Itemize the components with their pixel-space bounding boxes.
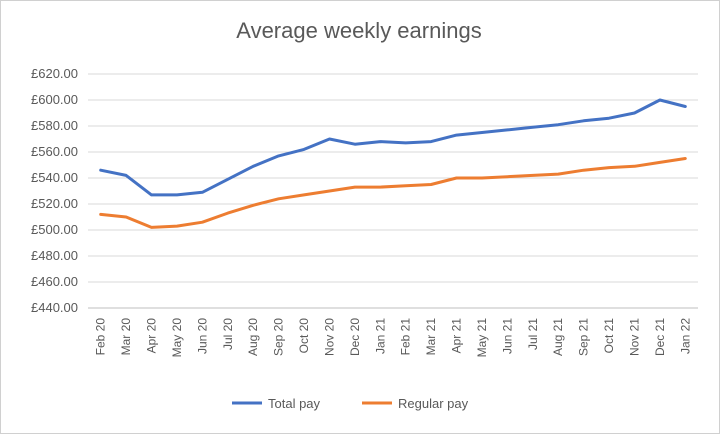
x-tick-label: Jul 20 bbox=[221, 318, 235, 350]
x-tick-label: Apr 20 bbox=[145, 318, 159, 354]
x-tick-label: Apr 21 bbox=[450, 318, 464, 354]
series-line-regular-pay bbox=[99, 157, 687, 229]
x-tick-label: Dec 20 bbox=[348, 318, 362, 356]
x-tick-label: Sep 20 bbox=[272, 318, 286, 356]
x-tick-label: Mar 20 bbox=[119, 318, 133, 356]
x-axis: Feb 20 Mar 20 Apr 20 May 20 Jun 20 Jul 20 Aug … bbox=[88, 307, 698, 358]
y-tick-label: £540.00 bbox=[31, 170, 78, 185]
gridlines bbox=[88, 73, 698, 309]
y-tick-label: £500.00 bbox=[31, 222, 78, 237]
legend: Total pay Regular pay bbox=[232, 396, 469, 411]
x-tick-label: May 21 bbox=[475, 318, 489, 358]
x-tick-label: Feb 21 bbox=[399, 318, 413, 356]
x-tick-label: Dec 21 bbox=[653, 318, 667, 356]
x-tick-label: Sep 21 bbox=[577, 318, 591, 356]
x-tick-label: Nov 20 bbox=[322, 318, 336, 356]
series-lines bbox=[99, 98, 687, 229]
y-tick-label: £620.00 bbox=[31, 66, 78, 81]
chart-title: Average weekly earnings bbox=[236, 18, 482, 43]
y-tick-label: £520.00 bbox=[31, 196, 78, 211]
x-tick-label: Jun 21 bbox=[500, 318, 514, 354]
x-tick-label: Aug 20 bbox=[246, 318, 260, 356]
x-tick-label: Jan 22 bbox=[678, 318, 692, 354]
y-axis: £440.00 £460.00 £480.00 £500.00 £520.00 £540.… bbox=[31, 66, 78, 315]
x-tick-label: Jul 21 bbox=[526, 318, 540, 350]
x-tick-label: Jun 20 bbox=[195, 318, 209, 354]
x-tick-label: Nov 21 bbox=[627, 318, 641, 356]
series-line-total-pay bbox=[99, 98, 687, 197]
y-tick-label: £480.00 bbox=[31, 248, 78, 263]
x-tick-label: Jan 21 bbox=[373, 318, 387, 354]
legend-label: Regular pay bbox=[398, 396, 469, 411]
legend-label: Total pay bbox=[268, 396, 321, 411]
y-tick-label: £600.00 bbox=[31, 92, 78, 107]
y-tick-label: £560.00 bbox=[31, 144, 78, 159]
x-tick-label: Aug 21 bbox=[551, 318, 565, 356]
y-tick-label: £580.00 bbox=[31, 118, 78, 133]
y-tick-label: £460.00 bbox=[31, 274, 78, 289]
x-tick-label: Mar 21 bbox=[424, 318, 438, 356]
x-tick-label: Oct 21 bbox=[602, 318, 616, 354]
y-tick-label: £440.00 bbox=[31, 300, 78, 315]
x-tick-label: May 20 bbox=[170, 318, 184, 358]
x-tick-label: Oct 20 bbox=[297, 318, 311, 354]
x-tick-label: Feb 20 bbox=[94, 318, 108, 356]
